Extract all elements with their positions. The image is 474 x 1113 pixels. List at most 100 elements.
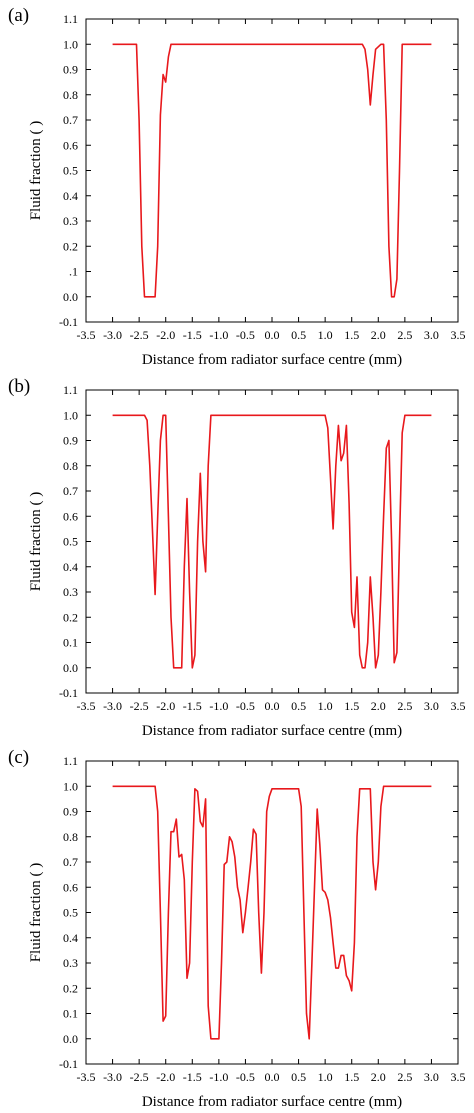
chart-b: (b) -3.5 -3.0 -2.5 -2.0 -1.5 -1.0 -0.5 0.0 0.5 1.0… — [8, 376, 466, 739]
x-axis-title: Distance from radiator surface centre (m… — [142, 723, 402, 739]
y-tick-label: 1.1 — [63, 754, 78, 768]
chart-panel-a: (a) -3.5 -3.0 -2.5 -2.0 -1.5 -1.0 -0.5 0.0 0.5 1.0… — [0, 0, 474, 371]
x-tick-label: 3.0 — [424, 328, 439, 342]
y-tick-label: 0.9 — [63, 805, 78, 819]
x-tick-label: -3.0 — [103, 328, 122, 342]
x-tick-label: 1.0 — [318, 699, 333, 713]
y-tick-label: 0.3 — [63, 214, 78, 228]
y-tick-label: 0.1 — [63, 1007, 78, 1021]
x-tick-label: -0.5 — [236, 1070, 255, 1084]
y-tick-label: 0.2 — [63, 239, 78, 253]
y-tick-label: 0.0 — [63, 661, 78, 675]
y-tick-label: 0.0 — [63, 1032, 78, 1046]
y-tick-label: 1.1 — [63, 12, 78, 26]
x-tick-label: 0.0 — [265, 699, 280, 713]
y-tick-label: 0.7 — [63, 113, 78, 127]
x-tick-label: -2.0 — [156, 699, 175, 713]
y-tick-label: 0.7 — [63, 484, 78, 498]
y-tick-label: 0.5 — [63, 535, 78, 549]
x-tick-label: -2.5 — [130, 1070, 149, 1084]
x-tick-label: 2.0 — [371, 328, 386, 342]
y-tick-label: -0.1 — [59, 1057, 78, 1071]
panel-label: (c) — [8, 747, 29, 768]
y-tick-label: 1.0 — [63, 779, 78, 793]
chart-panel-c: (c) -3.5 -3.0 -2.5 -2.0 -1.5 -1.0 -0.5 0.0 0.5 1.0… — [0, 742, 474, 1113]
x-tick-label: 1.5 — [344, 699, 359, 713]
y-tick-label: 0.6 — [63, 880, 78, 894]
x-tick-label: 2.0 — [371, 1070, 386, 1084]
y-tick-label: 0.5 — [63, 906, 78, 920]
x-tick-label: -2.0 — [156, 328, 175, 342]
x-tick-label: -3.5 — [77, 699, 96, 713]
y-axis-title: Fluid fraction ( ) — [28, 492, 44, 592]
y-tick-label: 0.0 — [63, 290, 78, 304]
x-tick-label: 0.5 — [291, 1070, 306, 1084]
y-tick-label: 0.4 — [63, 560, 78, 574]
y-tick-label: 0.6 — [63, 138, 78, 152]
x-tick-label: -3.0 — [103, 699, 122, 713]
x-tick-label: 3.0 — [424, 1070, 439, 1084]
y-tick-label: 0.3 — [63, 585, 78, 599]
y-tick-label: -0.1 — [59, 686, 78, 700]
y-tick-label: 0.8 — [63, 459, 78, 473]
y-tick-label: -0.1 — [59, 315, 78, 329]
x-tick-label: -3.0 — [103, 1070, 122, 1084]
x-tick-label: 3.5 — [451, 1070, 466, 1084]
y-tick-label: 0.5 — [63, 164, 78, 178]
y-tick-label: 0.2 — [63, 981, 78, 995]
x-tick-label: 1.0 — [318, 1070, 333, 1084]
x-tick-label: 1.5 — [344, 328, 359, 342]
fluid-fraction-series — [112, 414, 432, 669]
y-tick-label: 0.8 — [63, 830, 78, 844]
plot-frame — [85, 760, 459, 1065]
x-tick-label: 3.5 — [451, 699, 466, 713]
x-tick-label: 1.0 — [318, 328, 333, 342]
x-tick-label: -2.5 — [130, 328, 149, 342]
x-tick-label: -2.5 — [130, 699, 149, 713]
x-tick-label: 0.5 — [291, 699, 306, 713]
y-tick-label: 0.7 — [63, 855, 78, 869]
x-tick-label: -0.5 — [236, 699, 255, 713]
x-tick-label: 2.5 — [397, 328, 412, 342]
y-axis-title: Fluid fraction ( ) — [28, 121, 44, 221]
x-tick-label: -1.0 — [209, 699, 228, 713]
x-tick-label: 1.5 — [344, 1070, 359, 1084]
y-tick-label: 0.3 — [63, 956, 78, 970]
y-tick-label: 0.2 — [63, 610, 78, 624]
y-tick-label: 0.9 — [63, 434, 78, 448]
x-tick-label: -1.0 — [209, 328, 228, 342]
y-axis-title: Fluid fraction ( ) — [28, 863, 44, 963]
x-axis-title: Distance from radiator surface centre (m… — [142, 1094, 402, 1110]
x-tick-label: 3.0 — [424, 699, 439, 713]
x-tick-label: 2.0 — [371, 699, 386, 713]
x-tick-label: 0.5 — [291, 328, 306, 342]
y-tick-label: 0.1 — [63, 636, 78, 650]
y-tick-label: 1.0 — [63, 408, 78, 422]
x-tick-label: 2.5 — [397, 699, 412, 713]
x-tick-label: 3.5 — [451, 328, 466, 342]
x-tick-label: 2.5 — [397, 1070, 412, 1084]
chart-panel-b: (b) -3.5 -3.0 -2.5 -2.0 -1.5 -1.0 -0.5 0.0 0.5 1.0… — [0, 371, 474, 742]
x-axis-title: Distance from radiator surface centre (m… — [142, 352, 402, 368]
x-tick-label: 0.0 — [265, 328, 280, 342]
fluid-fraction-series — [112, 785, 432, 1040]
x-tick-label: 0.0 — [265, 1070, 280, 1084]
y-tick-label: 0.4 — [63, 189, 78, 203]
y-tick-label: 0.9 — [63, 63, 78, 77]
fluid-fraction-series — [112, 43, 432, 298]
y-tick-label: 1.0 — [63, 37, 78, 51]
y-tick-label: 1.1 — [63, 383, 78, 397]
y-tick-label: 0.4 — [63, 931, 78, 945]
x-tick-label: -1.0 — [209, 1070, 228, 1084]
x-tick-label: -3.5 — [77, 1070, 96, 1084]
chart-c: (c) -3.5 -3.0 -2.5 -2.0 -1.5 -1.0 -0.5 0.0 0.5 1.0… — [8, 747, 466, 1110]
y-tick-label: 0.8 — [63, 88, 78, 102]
x-tick-label: -3.5 — [77, 328, 96, 342]
x-tick-label: -1.5 — [183, 1070, 202, 1084]
x-tick-label: -1.5 — [183, 699, 202, 713]
panel-label: (b) — [8, 376, 30, 397]
x-tick-label: -0.5 — [236, 328, 255, 342]
y-tick-label: .1 — [69, 265, 78, 279]
x-tick-label: -1.5 — [183, 328, 202, 342]
panel-label: (a) — [8, 5, 29, 26]
